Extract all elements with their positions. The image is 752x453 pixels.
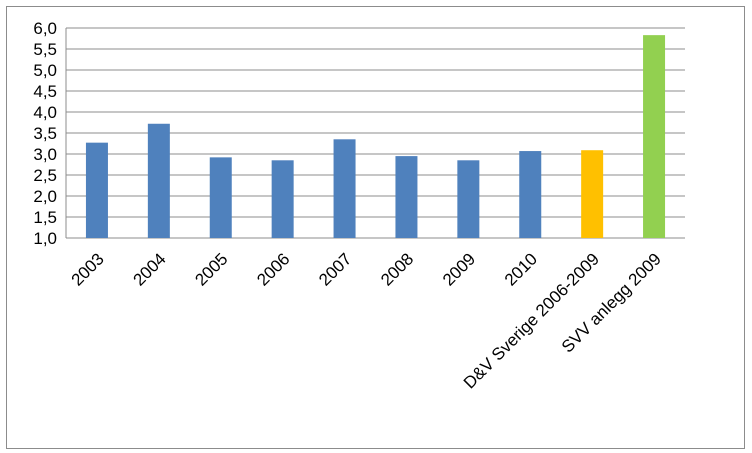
y-tick-label: 3,0 (33, 145, 57, 164)
bar-3 (209, 157, 232, 238)
bar-2 (147, 123, 170, 238)
x-category-label: 2010 (501, 249, 541, 289)
y-tick-label: 1,5 (33, 208, 57, 227)
x-category-label: 2008 (377, 249, 417, 289)
y-tick-label: 6,0 (33, 19, 57, 38)
bar-5 (333, 139, 356, 238)
y-tick-label: 1,0 (33, 229, 57, 248)
x-category-label: 2004 (129, 249, 169, 289)
y-axis-tick-labels: 1,0 1,5 2,0 2,5 3,0 3,5 4,0 4,5 5,0 5,5 6,0 (33, 19, 57, 248)
y-tick-label: 4,5 (33, 82, 57, 101)
y-tick-label: 2,0 (33, 187, 57, 206)
bar-4 (271, 160, 294, 238)
bar-10 (643, 35, 666, 238)
y-tick-label: 2,5 (33, 166, 57, 185)
y-tick-label: 5,0 (33, 61, 57, 80)
x-category-label: 2006 (253, 249, 293, 289)
bar-8 (519, 151, 542, 238)
y-tick-label: 5,5 (33, 40, 57, 59)
bar-6 (395, 156, 418, 238)
y-tick-label: 4,0 (33, 103, 57, 122)
bar-9 (581, 150, 604, 238)
x-category-label: 2007 (315, 249, 355, 289)
x-category-label: 2009 (439, 249, 479, 289)
bar-1 (85, 142, 108, 238)
x-category-label: 2003 (68, 249, 108, 289)
bar-7 (457, 160, 480, 238)
bars (85, 35, 666, 238)
y-tick-label: 3,5 (33, 124, 57, 143)
x-category-label: 2005 (191, 249, 231, 289)
chart-frame (6, 6, 745, 449)
